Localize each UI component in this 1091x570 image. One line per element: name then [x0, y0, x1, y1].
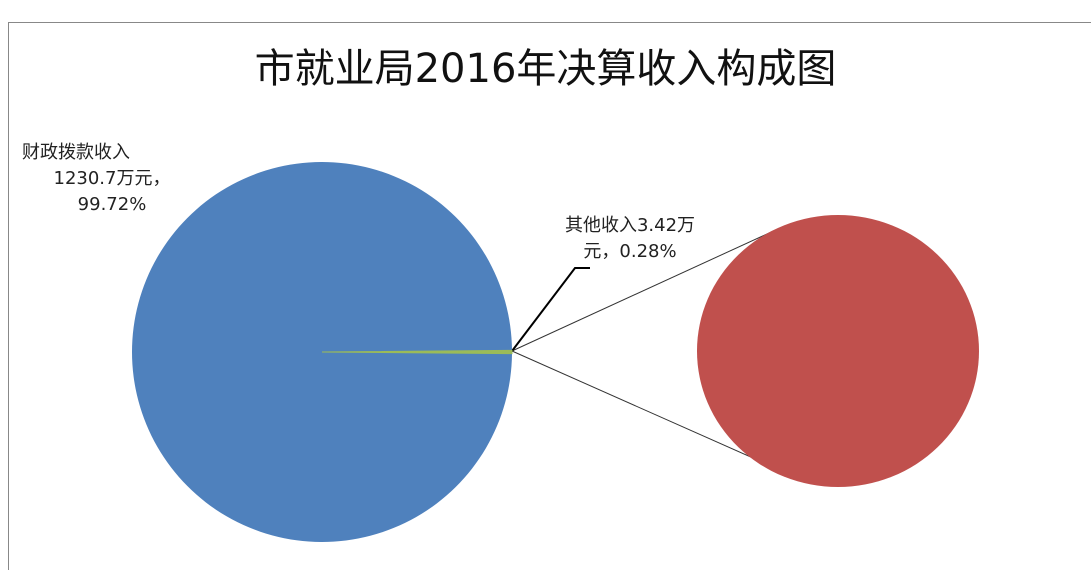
value-label: 1230.7万元， [53, 168, 171, 189]
connector-line [511, 227, 781, 352]
chart-frame [8, 22, 1091, 570]
category-label: 财政拨款收入 [22, 142, 130, 163]
percent-label: 99.72% [77, 194, 147, 215]
data-label: 财政拨款收入 1230.7万元， 99.72% [22, 140, 202, 218]
value-label: 3.42万元， [583, 215, 696, 262]
pie-slice-group [321, 349, 513, 355]
percent-label: 0.28% [619, 241, 677, 262]
category-label: 其他收入 [564, 215, 637, 236]
leader-line [511, 267, 590, 352]
connector-line [511, 350, 781, 471]
secondary-pie-slice [697, 215, 979, 487]
chart-title: 市就业局2016年决算收入构成图 [254, 46, 837, 92]
data-label: 其他收入3.42万元，0.28% [555, 213, 705, 265]
